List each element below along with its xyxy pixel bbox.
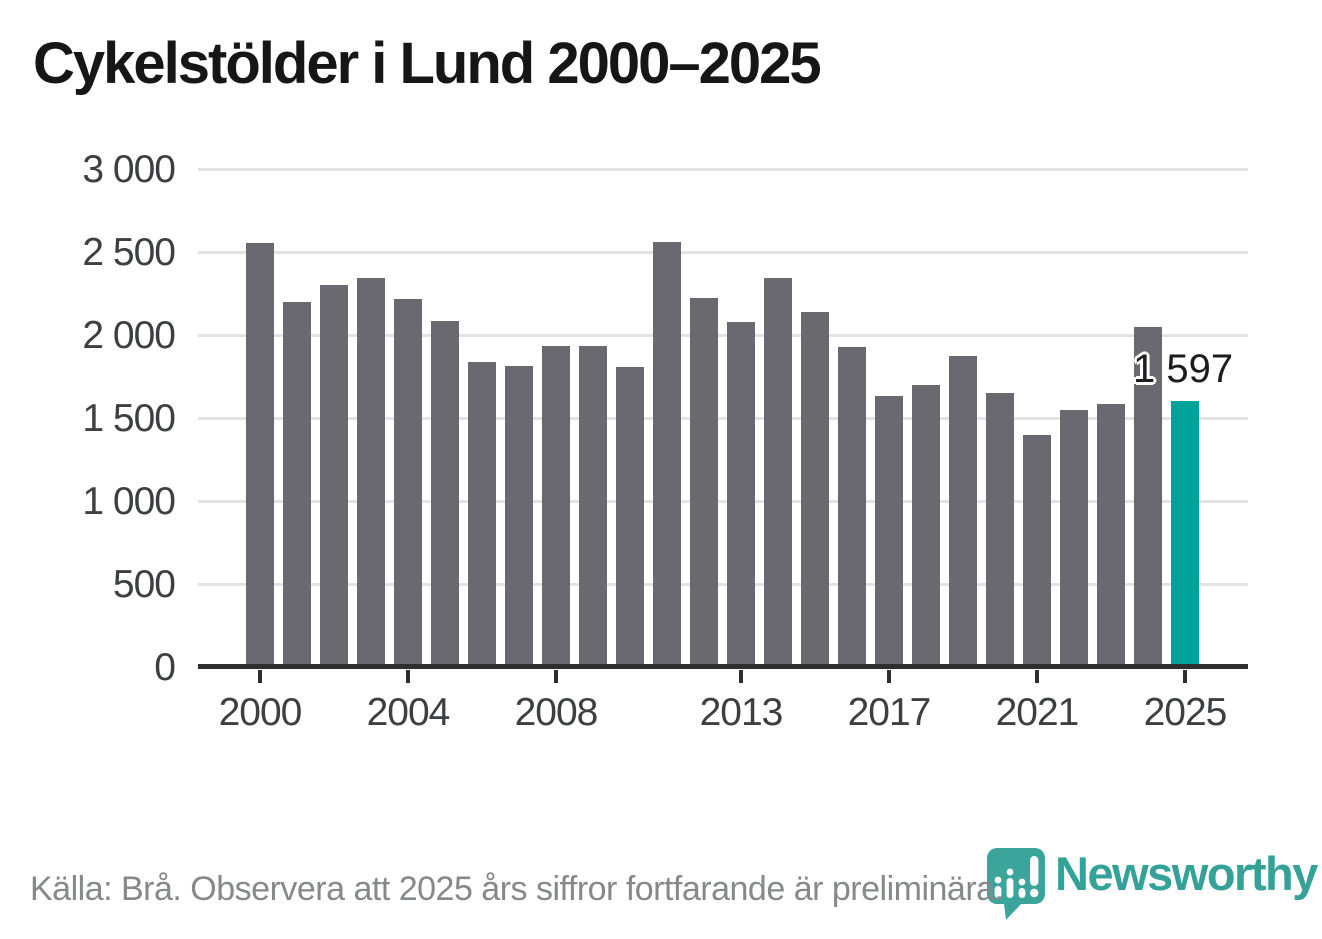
bar-chart-plot-area (198, 168, 1248, 683)
newsworthy-pin-chart-icon (983, 842, 1049, 925)
bar-2025 (1171, 401, 1199, 666)
y-axis-label-0: 0 (154, 646, 176, 689)
y-axis-label-3000: 3 000 (82, 148, 176, 191)
bar-2013 (727, 322, 755, 666)
bar-2019 (949, 356, 977, 666)
gridline-2500 (198, 251, 1248, 254)
y-axis-label-500: 500 (112, 563, 176, 606)
gridline-500 (198, 583, 1248, 586)
bar-2007 (505, 366, 533, 666)
bar-2016 (838, 347, 866, 666)
gridline-3000 (198, 168, 1248, 171)
bar-2014 (764, 278, 792, 666)
bar-2000 (246, 243, 274, 666)
y-axis-label-1000: 1 000 (82, 480, 176, 523)
bar-2022 (1060, 410, 1088, 666)
x-tick-2025 (1183, 670, 1187, 683)
highlighted-bar-value-label: 1 597 (1133, 347, 1234, 391)
gridline-1000 (198, 500, 1248, 503)
x-tick-2008 (554, 670, 558, 683)
x-axis-label-2008: 2008 (514, 691, 599, 734)
bar-2004 (394, 299, 422, 666)
bar-2021 (1023, 435, 1051, 666)
bar-2008 (542, 346, 570, 666)
x-tick-2000 (258, 670, 262, 683)
x-axis-label-2013: 2013 (699, 691, 784, 734)
gridline-1500 (198, 417, 1248, 420)
x-axis-label-2021: 2021 (995, 691, 1080, 734)
y-axis-label-2500: 2 500 (82, 231, 176, 274)
bar-2011 (653, 242, 681, 666)
bar-2017 (875, 396, 903, 666)
bar-2012 (690, 298, 718, 666)
x-axis-label-2004: 2004 (366, 691, 451, 734)
x-axis-label-2025: 2025 (1143, 691, 1228, 734)
x-axis-label-2000: 2000 (218, 691, 303, 734)
bar-2018 (912, 385, 940, 666)
bar-2010 (616, 367, 644, 666)
bar-2003 (357, 278, 385, 666)
page-title: Cykelstölder i Lund 2000–2025 (33, 31, 822, 96)
bar-2005 (431, 321, 459, 666)
x-tick-2021 (1035, 670, 1039, 683)
y-axis-label-1500: 1 500 (82, 397, 176, 440)
bar-2015 (801, 312, 829, 666)
gridline-2000 (198, 334, 1248, 337)
bar-2006 (468, 362, 496, 666)
y-axis-label-2000: 2 000 (82, 314, 176, 357)
x-tick-2013 (739, 670, 743, 683)
bar-2020 (986, 393, 1014, 666)
bar-2024 (1134, 327, 1162, 666)
x-axis-line (198, 664, 1248, 669)
source-note: Källa: Brå. Observera att 2025 års siffr… (30, 870, 1004, 908)
bar-2009 (579, 346, 607, 666)
bar-2023 (1097, 404, 1125, 666)
bar-2001 (283, 302, 311, 666)
newsworthy-wordmark: Newsworthy (1055, 847, 1318, 900)
x-tick-2004 (406, 670, 410, 683)
bar-2002 (320, 285, 348, 666)
x-tick-2017 (887, 670, 891, 683)
x-axis-label-2017: 2017 (847, 691, 932, 734)
